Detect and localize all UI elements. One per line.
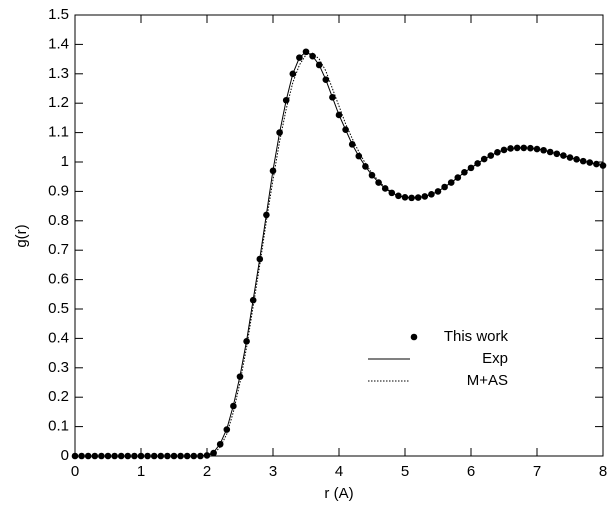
x-tick-label: 4: [335, 463, 343, 480]
y-tick-label: 0.9: [48, 182, 69, 199]
legend-label: M+AS: [467, 372, 508, 389]
y-tick-label: 1.4: [48, 35, 69, 52]
y-tick-label: 0.7: [48, 241, 69, 258]
data-line: [75, 52, 604, 457]
y-tick-label: 0.5: [48, 300, 69, 317]
y-tick-label: 0.8: [48, 212, 69, 229]
y-tick-label: 1: [61, 153, 69, 170]
y-tick-label: 1.2: [48, 94, 69, 111]
legend-label: This work: [444, 328, 509, 345]
x-tick-label: 7: [533, 463, 541, 480]
y-tick-label: 0.4: [48, 329, 69, 346]
plot-frame: [74, 14, 604, 457]
x-axis-label: r (A): [324, 485, 353, 502]
y-tick-label: 0.1: [48, 418, 69, 435]
x-tick-label: 6: [467, 463, 475, 480]
y-tick-label: 0: [61, 447, 69, 464]
y-tick-label: 0.2: [48, 388, 69, 405]
legend-label: Exp: [482, 350, 508, 367]
x-tick-label: 0: [71, 463, 79, 480]
y-tick-label: 1.1: [48, 124, 69, 141]
y-tick-label: 1.5: [48, 6, 69, 23]
x-tick-label: 1: [137, 463, 145, 480]
legend-marker: [410, 333, 418, 341]
y-tick-label: 0.6: [48, 271, 69, 288]
x-tick-label: 2: [203, 463, 211, 480]
x-tick-label: 3: [269, 463, 277, 480]
y-tick-label: 1.3: [48, 65, 69, 82]
y-axis-label: g(r): [13, 224, 30, 247]
x-tick-label: 5: [401, 463, 409, 480]
x-tick-label: 8: [599, 463, 607, 480]
y-tick-label: 0.3: [48, 359, 69, 376]
